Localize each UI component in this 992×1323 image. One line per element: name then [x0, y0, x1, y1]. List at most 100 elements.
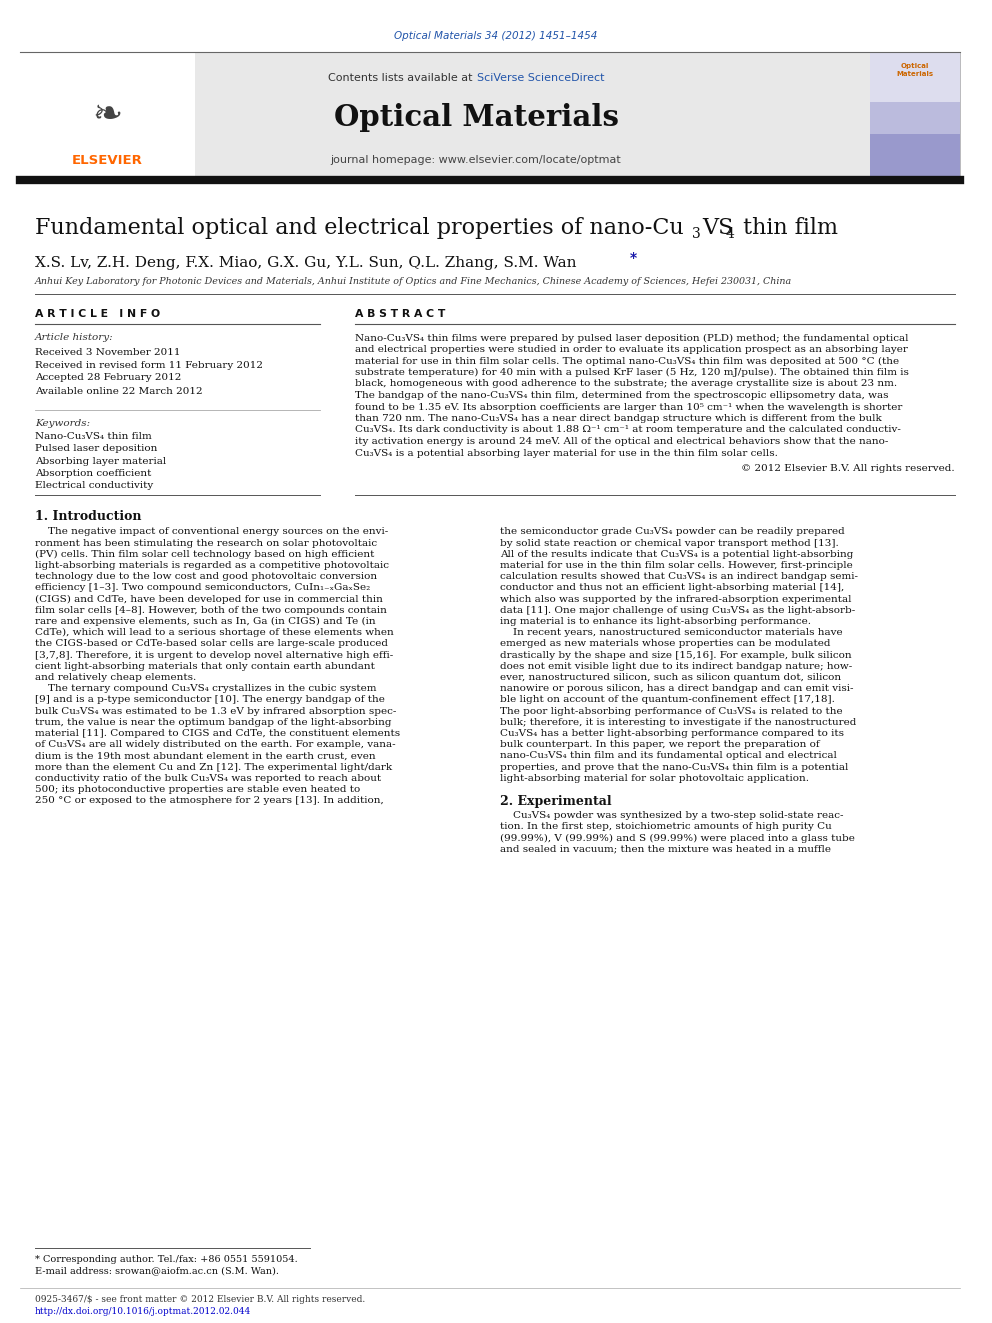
Text: VS: VS [702, 217, 733, 239]
Text: does not emit visible light due to its indirect bandgap nature; how-: does not emit visible light due to its i… [500, 662, 852, 671]
Text: 0925-3467/$ - see front matter © 2012 Elsevier B.V. All rights reserved.: 0925-3467/$ - see front matter © 2012 El… [35, 1294, 365, 1303]
Text: nanowire or porous silicon, has a direct bandgap and can emit visi-: nanowire or porous silicon, has a direct… [500, 684, 853, 693]
Text: by solid state reaction or chemical vapor transport method [13].: by solid state reaction or chemical vapo… [500, 538, 839, 548]
Text: ing material is to enhance its light-absorbing performance.: ing material is to enhance its light-abs… [500, 617, 811, 626]
Text: ble light on account of the quantum-confinement effect [17,18].: ble light on account of the quantum-conf… [500, 696, 835, 705]
Bar [870, 52, 960, 179]
Text: conductor and thus not an efficient light-absorbing material [14],: conductor and thus not an efficient ligh… [500, 583, 844, 593]
Text: Pulsed laser deposition: Pulsed laser deposition [35, 445, 158, 452]
Bar [20, 52, 195, 179]
Text: Available online 22 March 2012: Available online 22 March 2012 [35, 386, 202, 396]
Text: than 720 nm. The nano-Cu₃VS₄ has a near direct bandgap structure which is differ: than 720 nm. The nano-Cu₃VS₄ has a near … [355, 414, 882, 423]
Text: data [11]. One major challenge of using Cu₃VS₄ as the light-absorb-: data [11]. One major challenge of using … [500, 606, 855, 615]
Bar [20, 52, 960, 179]
Text: ever, nanostructured silicon, such as silicon quantum dot, silicon: ever, nanostructured silicon, such as si… [500, 673, 841, 683]
Text: Cu₃VS₄ powder was synthesized by a two-step solid-state reac-: Cu₃VS₄ powder was synthesized by a two-s… [500, 811, 843, 820]
Text: E-mail address: srowan@aiofm.ac.cn (S.M. Wan).: E-mail address: srowan@aiofm.ac.cn (S.M.… [35, 1266, 279, 1275]
Text: (PV) cells. Thin film solar cell technology based on high efficient: (PV) cells. Thin film solar cell technol… [35, 550, 374, 558]
Text: Cu₃VS₄. Its dark conductivity is about 1.88 Ω⁻¹ cm⁻¹ at room temperature and the: Cu₃VS₄. Its dark conductivity is about 1… [355, 426, 901, 434]
Text: material for use in the thin film solar cells. However, first-principle: material for use in the thin film solar … [500, 561, 853, 570]
Text: Cu₃VS₄ has a better light-absorbing performance compared to its: Cu₃VS₄ has a better light-absorbing perf… [500, 729, 844, 738]
Text: The poor light-absorbing performance of Cu₃VS₄ is related to the: The poor light-absorbing performance of … [500, 706, 842, 716]
Text: which also was supported by the infrared-absorption experimental: which also was supported by the infrared… [500, 595, 851, 603]
Text: * Corresponding author. Tel./fax: +86 0551 5591054.: * Corresponding author. Tel./fax: +86 05… [35, 1254, 298, 1263]
Bar [870, 134, 960, 179]
Text: efficiency [1–3]. Two compound semiconductors, CuIn₁₋ₓGaₓSe₂: efficiency [1–3]. Two compound semicondu… [35, 583, 370, 593]
Text: Optical Materials: Optical Materials [333, 103, 618, 132]
Text: black, homogeneous with good adherence to the substrate; the average crystallite: black, homogeneous with good adherence t… [355, 380, 897, 389]
Text: emerged as new materials whose properties can be modulated: emerged as new materials whose propertie… [500, 639, 830, 648]
Text: Cu₃VS₄ is a potential absorbing layer material for use in the thin film solar ce: Cu₃VS₄ is a potential absorbing layer ma… [355, 448, 778, 458]
Text: (99.99%), V (99.99%) and S (99.99%) were placed into a glass tube: (99.99%), V (99.99%) and S (99.99%) were… [500, 833, 855, 843]
Text: 500; its photoconductive properties are stable even heated to: 500; its photoconductive properties are … [35, 785, 360, 794]
Text: ronment has been stimulating the research on solar photovoltaic: ronment has been stimulating the researc… [35, 538, 377, 548]
Text: SciVerse ScienceDirect: SciVerse ScienceDirect [477, 73, 604, 83]
Text: Absorption coefficient: Absorption coefficient [35, 468, 152, 478]
Text: Received in revised form 11 February 2012: Received in revised form 11 February 201… [35, 360, 263, 369]
Text: and electrical properties were studied in order to evaluate its application pros: and electrical properties were studied i… [355, 345, 908, 355]
Text: technology due to the low cost and good photovoltaic conversion: technology due to the low cost and good … [35, 573, 377, 581]
Text: CdTe), which will lead to a serious shortage of these elements when: CdTe), which will lead to a serious shor… [35, 628, 394, 638]
Bar [870, 52, 960, 102]
Text: nano-Cu₃VS₄ thin film and its fundamental optical and electrical: nano-Cu₃VS₄ thin film and its fundamenta… [500, 751, 837, 761]
Text: material for use in thin film solar cells. The optimal nano-Cu₃VS₄ thin film was: material for use in thin film solar cell… [355, 356, 899, 365]
Text: (CIGS) and CdTe, have been developed for use in commercial thin: (CIGS) and CdTe, have been developed for… [35, 594, 383, 603]
Text: and relatively cheap elements.: and relatively cheap elements. [35, 673, 196, 683]
Text: thin film: thin film [736, 217, 838, 239]
Text: material [11]. Compared to CIGS and CdTe, the constituent elements: material [11]. Compared to CIGS and CdTe… [35, 729, 400, 738]
Text: properties, and prove that the nano-Cu₃VS₄ thin film is a potential: properties, and prove that the nano-Cu₃V… [500, 762, 848, 771]
Text: Received 3 November 2011: Received 3 November 2011 [35, 348, 181, 356]
Text: ❧: ❧ [92, 98, 122, 132]
Text: film solar cells [4–8]. However, both of the two compounds contain: film solar cells [4–8]. However, both of… [35, 606, 387, 615]
Text: drastically by the shape and size [15,16]. For example, bulk silicon: drastically by the shape and size [15,16… [500, 651, 851, 660]
Bar [870, 102, 960, 134]
Text: Optical Materials 34 (2012) 1451–1454: Optical Materials 34 (2012) 1451–1454 [394, 30, 598, 41]
Text: 1. Introduction: 1. Introduction [35, 509, 142, 523]
Text: conductivity ratio of the bulk Cu₃VS₄ was reported to reach about: conductivity ratio of the bulk Cu₃VS₄ wa… [35, 774, 381, 783]
Text: light-absorbing materials is regarded as a competitive photovoltaic: light-absorbing materials is regarded as… [35, 561, 389, 570]
Text: A B S T R A C T: A B S T R A C T [355, 310, 445, 319]
Text: X.S. Lv, Z.H. Deng, F.X. Miao, G.X. Gu, Y.L. Sun, Q.L. Zhang, S.M. Wan: X.S. Lv, Z.H. Deng, F.X. Miao, G.X. Gu, … [35, 255, 576, 270]
Text: [9] and is a p-type semiconductor [10]. The energy bandgap of the: [9] and is a p-type semiconductor [10]. … [35, 696, 385, 705]
Text: bulk counterpart. In this paper, we report the preparation of: bulk counterpart. In this paper, we repo… [500, 741, 819, 749]
Text: dium is the 19th most abundant element in the earth crust, even: dium is the 19th most abundant element i… [35, 751, 376, 761]
Text: cient light-absorbing materials that only contain earth abundant: cient light-absorbing materials that onl… [35, 662, 375, 671]
Text: All of the results indicate that Cu₃VS₄ is a potential light-absorbing: All of the results indicate that Cu₃VS₄ … [500, 550, 853, 558]
Text: Optical
Materials: Optical Materials [897, 64, 933, 77]
Text: [3,7,8]. Therefore, it is urgent to develop novel alternative high effi-: [3,7,8]. Therefore, it is urgent to deve… [35, 651, 393, 660]
Text: Article history:: Article history: [35, 333, 114, 343]
Text: The ternary compound Cu₃VS₄ crystallizes in the cubic system: The ternary compound Cu₃VS₄ crystallizes… [35, 684, 377, 693]
Text: *: * [630, 251, 637, 265]
Text: 250 °C or exposed to the atmosphere for 2 years [13]. In addition,: 250 °C or exposed to the atmosphere for … [35, 796, 384, 806]
Text: bulk; therefore, it is interesting to investigate if the nanostructured: bulk; therefore, it is interesting to in… [500, 718, 856, 726]
Text: journal homepage: www.elsevier.com/locate/optmat: journal homepage: www.elsevier.com/locat… [330, 155, 621, 165]
Text: bulk Cu₃VS₄ was estimated to be 1.3 eV by infrared absorption spec-: bulk Cu₃VS₄ was estimated to be 1.3 eV b… [35, 706, 397, 716]
Text: tion. In the first step, stoichiometric amounts of high purity Cu: tion. In the first step, stoichiometric … [500, 823, 831, 831]
Text: calculation results showed that Cu₃VS₄ is an indirect bandgap semi-: calculation results showed that Cu₃VS₄ i… [500, 573, 858, 581]
Text: found to be 1.35 eV. Its absorption coefficients are larger than 10⁵ cm⁻¹ when t: found to be 1.35 eV. Its absorption coef… [355, 402, 903, 411]
Text: The negative impact of conventional energy sources on the envi-: The negative impact of conventional ener… [35, 528, 388, 537]
Text: Accepted 28 February 2012: Accepted 28 February 2012 [35, 373, 182, 382]
Text: and sealed in vacuum; then the mixture was heated in a muffle: and sealed in vacuum; then the mixture w… [500, 844, 831, 853]
Text: Nano-Cu₃VS₄ thin films were prepared by pulsed laser deposition (PLD) method; th: Nano-Cu₃VS₄ thin films were prepared by … [355, 333, 909, 343]
Text: 2. Experimental: 2. Experimental [500, 795, 612, 808]
Text: Electrical conductivity: Electrical conductivity [35, 482, 153, 491]
Text: Contents lists available at: Contents lists available at [328, 73, 476, 83]
Text: Nano-Cu₃VS₄ thin film: Nano-Cu₃VS₄ thin film [35, 431, 152, 441]
Text: substrate temperature) for 40 min with a pulsed KrF laser (5 Hz, 120 mJ/pulse). : substrate temperature) for 40 min with a… [355, 368, 909, 377]
Text: http://dx.doi.org/10.1016/j.optmat.2012.02.044: http://dx.doi.org/10.1016/j.optmat.2012.… [35, 1307, 251, 1315]
Text: Keywords:: Keywords: [35, 418, 90, 427]
Text: ity activation energy is around 24 meV. All of the optical and electrical behavi: ity activation energy is around 24 meV. … [355, 437, 889, 446]
Text: of Cu₃VS₄ are all widely distributed on the earth. For example, vana-: of Cu₃VS₄ are all widely distributed on … [35, 741, 396, 749]
Text: the CIGS-based or CdTe-based solar cells are large-scale produced: the CIGS-based or CdTe-based solar cells… [35, 639, 388, 648]
Text: more than the element Cu and Zn [12]. The experimental light/dark: more than the element Cu and Zn [12]. Th… [35, 762, 392, 771]
Text: Fundamental optical and electrical properties of nano-Cu: Fundamental optical and electrical prope… [35, 217, 683, 239]
Text: trum, the value is near the optimum bandgap of the light-absorbing: trum, the value is near the optimum band… [35, 718, 392, 726]
Text: light-absorbing material for solar photovoltaic application.: light-absorbing material for solar photo… [500, 774, 809, 783]
Text: ELSEVIER: ELSEVIER [71, 153, 143, 167]
Text: Anhui Key Laboratory for Photonic Devices and Materials, Anhui Institute of Opti: Anhui Key Laboratory for Photonic Device… [35, 278, 793, 287]
Text: © 2012 Elsevier B.V. All rights reserved.: © 2012 Elsevier B.V. All rights reserved… [741, 464, 955, 474]
Text: rare and expensive elements, such as In, Ga (in CIGS) and Te (in: rare and expensive elements, such as In,… [35, 617, 376, 626]
Text: Absorbing layer material: Absorbing layer material [35, 456, 167, 466]
Text: The bandgap of the nano-Cu₃VS₄ thin film, determined from the spectroscopic elli: The bandgap of the nano-Cu₃VS₄ thin film… [355, 392, 889, 400]
